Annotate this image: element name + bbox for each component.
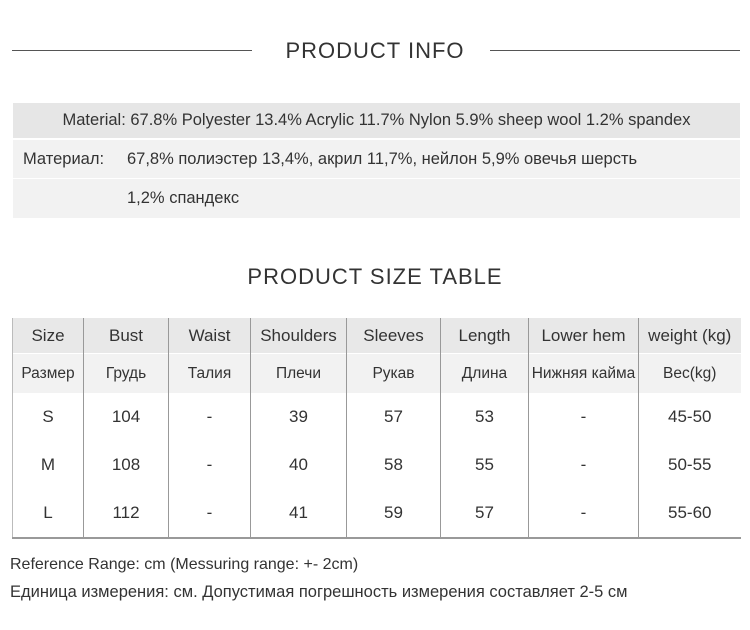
divider-left	[12, 50, 252, 51]
table-cell: S	[12, 393, 84, 441]
table-cell: Bust	[83, 318, 169, 354]
material-ru-row: Материал: 67,8% полиэстер 13,4%, акрил 1…	[13, 140, 740, 178]
table-cell: 39	[250, 393, 347, 441]
table-row: S 104-39 57 53-45-50	[12, 393, 741, 441]
table-cell: Нижняя кайма	[528, 353, 639, 393]
table-cell: Waist	[168, 318, 251, 354]
material-ru-line1: 67,8% полиэстер 13,4%, акрил 11,7%, нейл…	[127, 149, 638, 168]
table-cell: Плечи	[250, 353, 347, 393]
table-cell: 53	[440, 393, 529, 441]
table-cell: Lower hem	[528, 318, 639, 354]
note-en: Reference Range: cm (Messuring range: +-…	[10, 556, 359, 573]
table-cell: Sleeves	[346, 318, 441, 354]
table-cell: L	[12, 489, 84, 539]
table-cell: -	[528, 489, 639, 539]
material-ru-label: Материал:	[23, 149, 105, 168]
table-cell: 40	[250, 441, 347, 489]
table-cell: 108	[83, 441, 169, 489]
divider-right	[490, 50, 740, 51]
table-cell: Рукав	[346, 353, 441, 393]
header-row-ru: Размер Грудь Талия Плечи Рукав Длина Нижняя ка…	[12, 353, 741, 393]
table-cell: 55-60	[638, 489, 741, 539]
table-cell: Талия	[168, 353, 251, 393]
size-table: Size Bust Waist Shoulders Sleeves Length Lower…	[12, 318, 741, 539]
table-cell: Length	[440, 318, 529, 354]
table-row: M 108-40 58 55-50-55	[12, 441, 741, 489]
table-cell: Вес(kg)	[638, 353, 741, 393]
table-cell: -	[168, 393, 251, 441]
header-row-en: Size Bust Waist Shoulders Sleeves Length Lower…	[12, 318, 741, 354]
table-cell: -	[528, 393, 639, 441]
note-ru: Единица измерения: см. Допустимая погреш…	[10, 583, 628, 601]
product-info-title: PRODUCT INFO	[285, 38, 465, 63]
table-cell: Грудь	[83, 353, 169, 393]
material-en: Material: 67.8% Polyester 13.4% Acrylic …	[13, 103, 740, 138]
table-cell: 104	[83, 393, 169, 441]
table-cell: -	[528, 441, 639, 489]
table-cell: 50-55	[638, 441, 741, 489]
table-cell: 41	[250, 489, 347, 539]
table-cell: M	[12, 441, 84, 489]
table-cell: Shoulders	[250, 318, 347, 354]
table-row: L 112-41 59 57-55-60	[12, 489, 741, 539]
table-cell: Размер	[12, 353, 84, 393]
table-cell: 57	[346, 393, 441, 441]
table-cell: 112	[83, 489, 169, 539]
table-cell: weight (kg)	[638, 318, 741, 354]
table-cell: Size	[12, 318, 84, 354]
size-table-title: PRODUCT SIZE TABLE	[247, 264, 503, 289]
table-cell: Длина	[440, 353, 529, 393]
table-cell: 55	[440, 441, 529, 489]
table-cell: 57	[440, 489, 529, 539]
table-cell: -	[168, 489, 251, 539]
table-cell: 45-50	[638, 393, 741, 441]
material-ru-line2: 1,2% спандекс	[127, 189, 240, 207]
material-ru-row2: 1,2% спандекс	[13, 179, 740, 218]
table-cell: 59	[346, 489, 441, 539]
table-cell: 58	[346, 441, 441, 489]
table-cell: -	[168, 441, 251, 489]
